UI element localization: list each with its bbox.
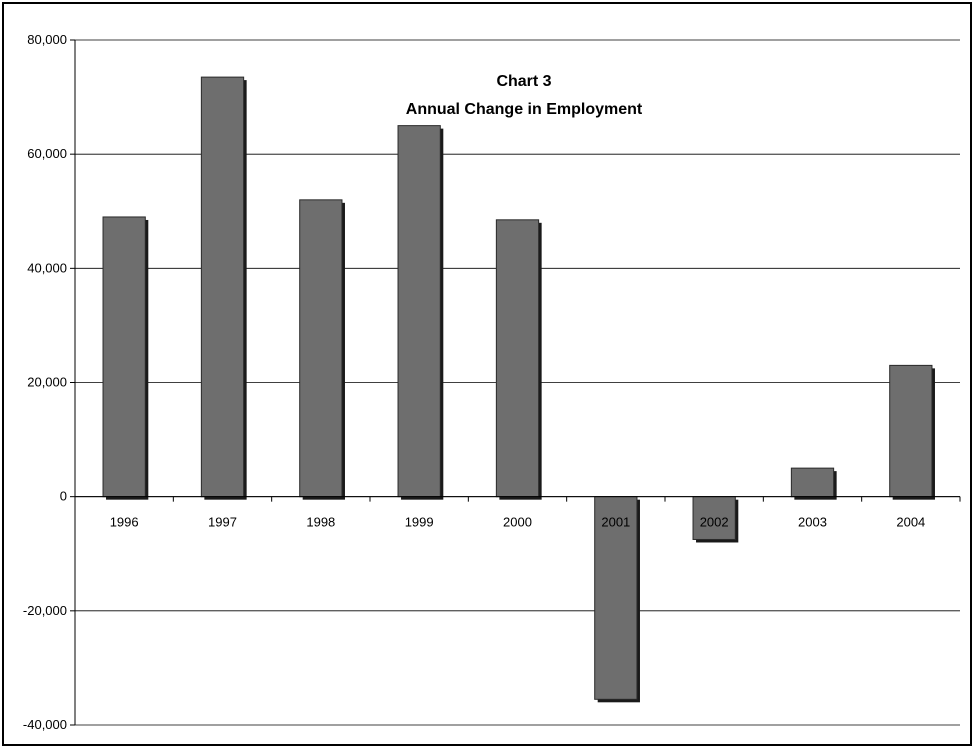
y-tick-label: 60,000 bbox=[27, 146, 67, 161]
x-category-label: 1996 bbox=[110, 515, 139, 530]
bar bbox=[299, 199, 343, 498]
bar bbox=[200, 76, 245, 498]
bar bbox=[102, 216, 146, 498]
bar bbox=[594, 496, 638, 700]
bar bbox=[397, 125, 441, 498]
y-axis-ticks: 80,000 60,000 40,000 20,000 0 -20,000 -40,000 bbox=[23, 32, 75, 732]
bars bbox=[102, 76, 935, 703]
x-axis-labels: 1996 1997 1998 1999 2000 2001 2002 2003 2004 bbox=[110, 515, 926, 530]
x-category-label: 2002 bbox=[700, 515, 729, 530]
x-category-label: 2004 bbox=[896, 515, 925, 530]
y-tick-label: -40,000 bbox=[23, 717, 67, 732]
x-axis bbox=[74, 40, 961, 725]
y-tick-label: 80,000 bbox=[27, 32, 67, 47]
x-category-label: 2003 bbox=[798, 515, 827, 530]
x-category-label: 2000 bbox=[503, 515, 532, 530]
y-tick-label: -20,000 bbox=[23, 603, 67, 618]
x-category-label: 1999 bbox=[405, 515, 434, 530]
chart-subtitle: Annual Change in Employment bbox=[406, 101, 643, 118]
y-tick-label: 40,000 bbox=[27, 260, 67, 275]
bar bbox=[495, 219, 540, 498]
y-tick-label: 0 bbox=[60, 489, 67, 504]
bar bbox=[790, 467, 835, 498]
x-category-label: 1997 bbox=[208, 515, 237, 530]
chart-title: Chart 3 bbox=[496, 73, 551, 90]
x-category-label: 2001 bbox=[601, 515, 630, 530]
bar bbox=[889, 364, 933, 498]
y-tick-label: 20,000 bbox=[27, 375, 67, 390]
x-category-label: 1998 bbox=[306, 515, 335, 530]
bar bbox=[692, 496, 736, 540]
